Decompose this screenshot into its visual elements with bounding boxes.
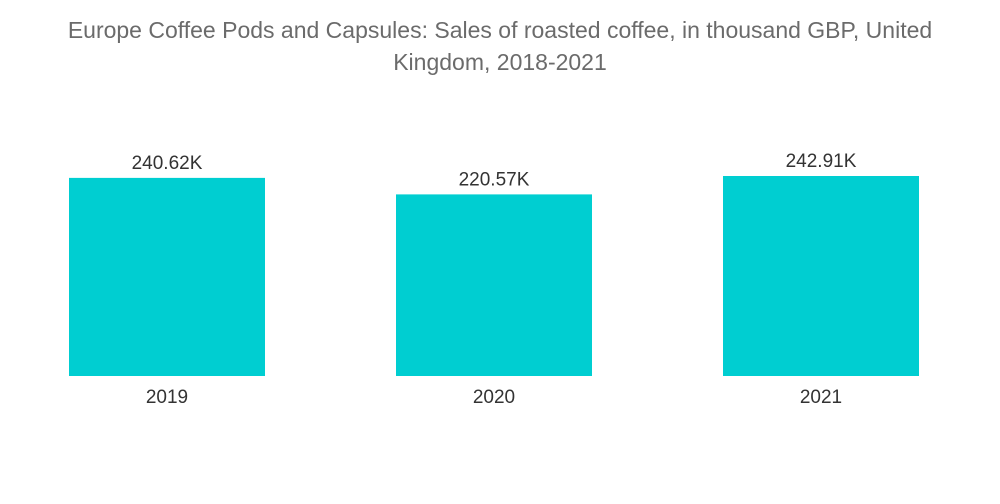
bar-2020	[396, 194, 592, 376]
x-tick-label-2019: 2019	[146, 387, 188, 408]
value-labels-layer: 240.62K 220.57K 242.91K	[132, 151, 857, 190]
x-tick-label-2020: 2020	[473, 387, 515, 408]
data-label-2021: 242.91K	[786, 151, 857, 172]
bars-layer	[69, 176, 919, 376]
data-label-2020: 220.57K	[459, 169, 530, 190]
x-axis-ticks-layer: 2019 2020 2021	[146, 387, 842, 408]
x-tick-label-2021: 2021	[800, 387, 842, 408]
chart-title: Europe Coffee Pods and Capsules: Sales o…	[67, 17, 933, 75]
bar-2021	[723, 176, 919, 376]
bar-2019	[69, 177, 265, 376]
data-label-2019: 240.62K	[132, 153, 203, 174]
